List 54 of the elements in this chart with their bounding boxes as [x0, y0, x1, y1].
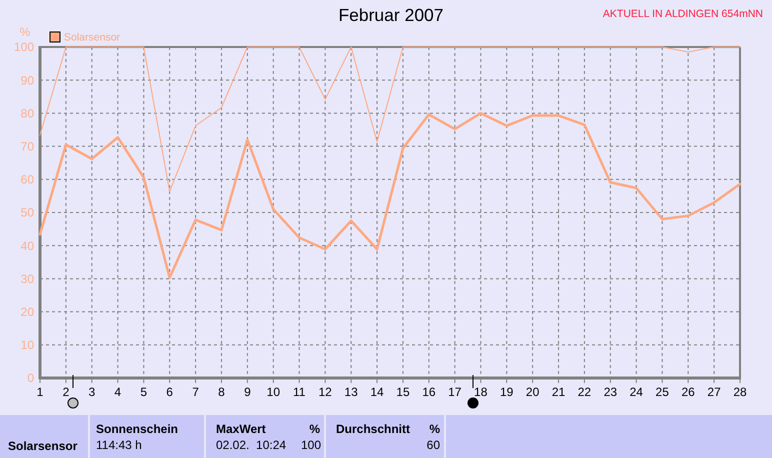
- x-tick-label: 9: [244, 385, 252, 399]
- y-tick-label: 20: [20, 305, 34, 319]
- y-tick-label: 70: [20, 140, 34, 154]
- x-tick-label: 1: [36, 385, 44, 399]
- x-tick-label: 14: [370, 385, 384, 399]
- x-tick-label: 24: [630, 385, 644, 399]
- x-tick-label: 11: [293, 385, 306, 399]
- text: 114:43 h: [96, 438, 142, 452]
- y-tick-label: 90: [20, 73, 34, 88]
- y-tick-label: 40: [20, 238, 34, 253]
- x-tick-label: 27: [707, 385, 722, 399]
- x-tick-label: 12: [318, 385, 332, 399]
- y-axis-title: %: [20, 25, 31, 39]
- legend-label: Solarsensor: [64, 32, 121, 44]
- y-tick-label: 10: [20, 338, 34, 352]
- text: 100: [300, 438, 322, 452]
- x-tick-label: 26: [681, 385, 696, 399]
- text: Solarsensor: [8, 439, 78, 453]
- x-tick-label: 18: [474, 385, 488, 399]
- x-tick-label: 3: [88, 385, 96, 399]
- x-tick-label: 16: [422, 385, 436, 399]
- x-tick-label: 5: [140, 385, 148, 399]
- text: Durchschnitt: [336, 422, 410, 436]
- text: Sonnenschein: [96, 422, 178, 436]
- x-tick-label: 6: [166, 385, 174, 399]
- x-tick-label: 21: [552, 385, 566, 399]
- x-tick-label: 20: [526, 385, 540, 399]
- y-tick-label: 30: [20, 272, 34, 286]
- y-tick-label: 100: [14, 40, 34, 54]
- text: 60: [426, 438, 440, 452]
- y-tick-label: 80: [20, 106, 34, 120]
- x-tick-label: 8: [218, 385, 226, 399]
- y-tick-label: 60: [20, 172, 34, 187]
- x-tick-label: 15: [396, 385, 410, 399]
- x-tick-label: 22: [578, 385, 592, 399]
- text: MaxWert: [216, 422, 266, 436]
- x-tick-label: 4: [114, 385, 122, 399]
- x-tick-label: 19: [500, 385, 514, 399]
- text: AKTUELL IN ALDINGEN 654mNN: [602, 8, 763, 20]
- line-series: [38, 112, 742, 279]
- x-tick-label: 17: [448, 385, 462, 399]
- text: %: [309, 422, 320, 436]
- y-tick-label: 0: [27, 371, 34, 386]
- x-tick-label: 10: [266, 385, 280, 399]
- x-tick-label: 23: [604, 385, 618, 399]
- x-tick-label: 2: [62, 385, 70, 399]
- text: 02.02. 10:24: [216, 438, 286, 452]
- chart-title: Februar 2007: [338, 5, 444, 25]
- x-tick-label: 25: [656, 385, 670, 399]
- x-tick-label: 13: [344, 385, 358, 399]
- y-tick-label: 50: [20, 206, 34, 220]
- x-tick-label: 7: [192, 385, 200, 399]
- x-tick-label: 28: [733, 385, 747, 399]
- text: %: [429, 422, 440, 436]
